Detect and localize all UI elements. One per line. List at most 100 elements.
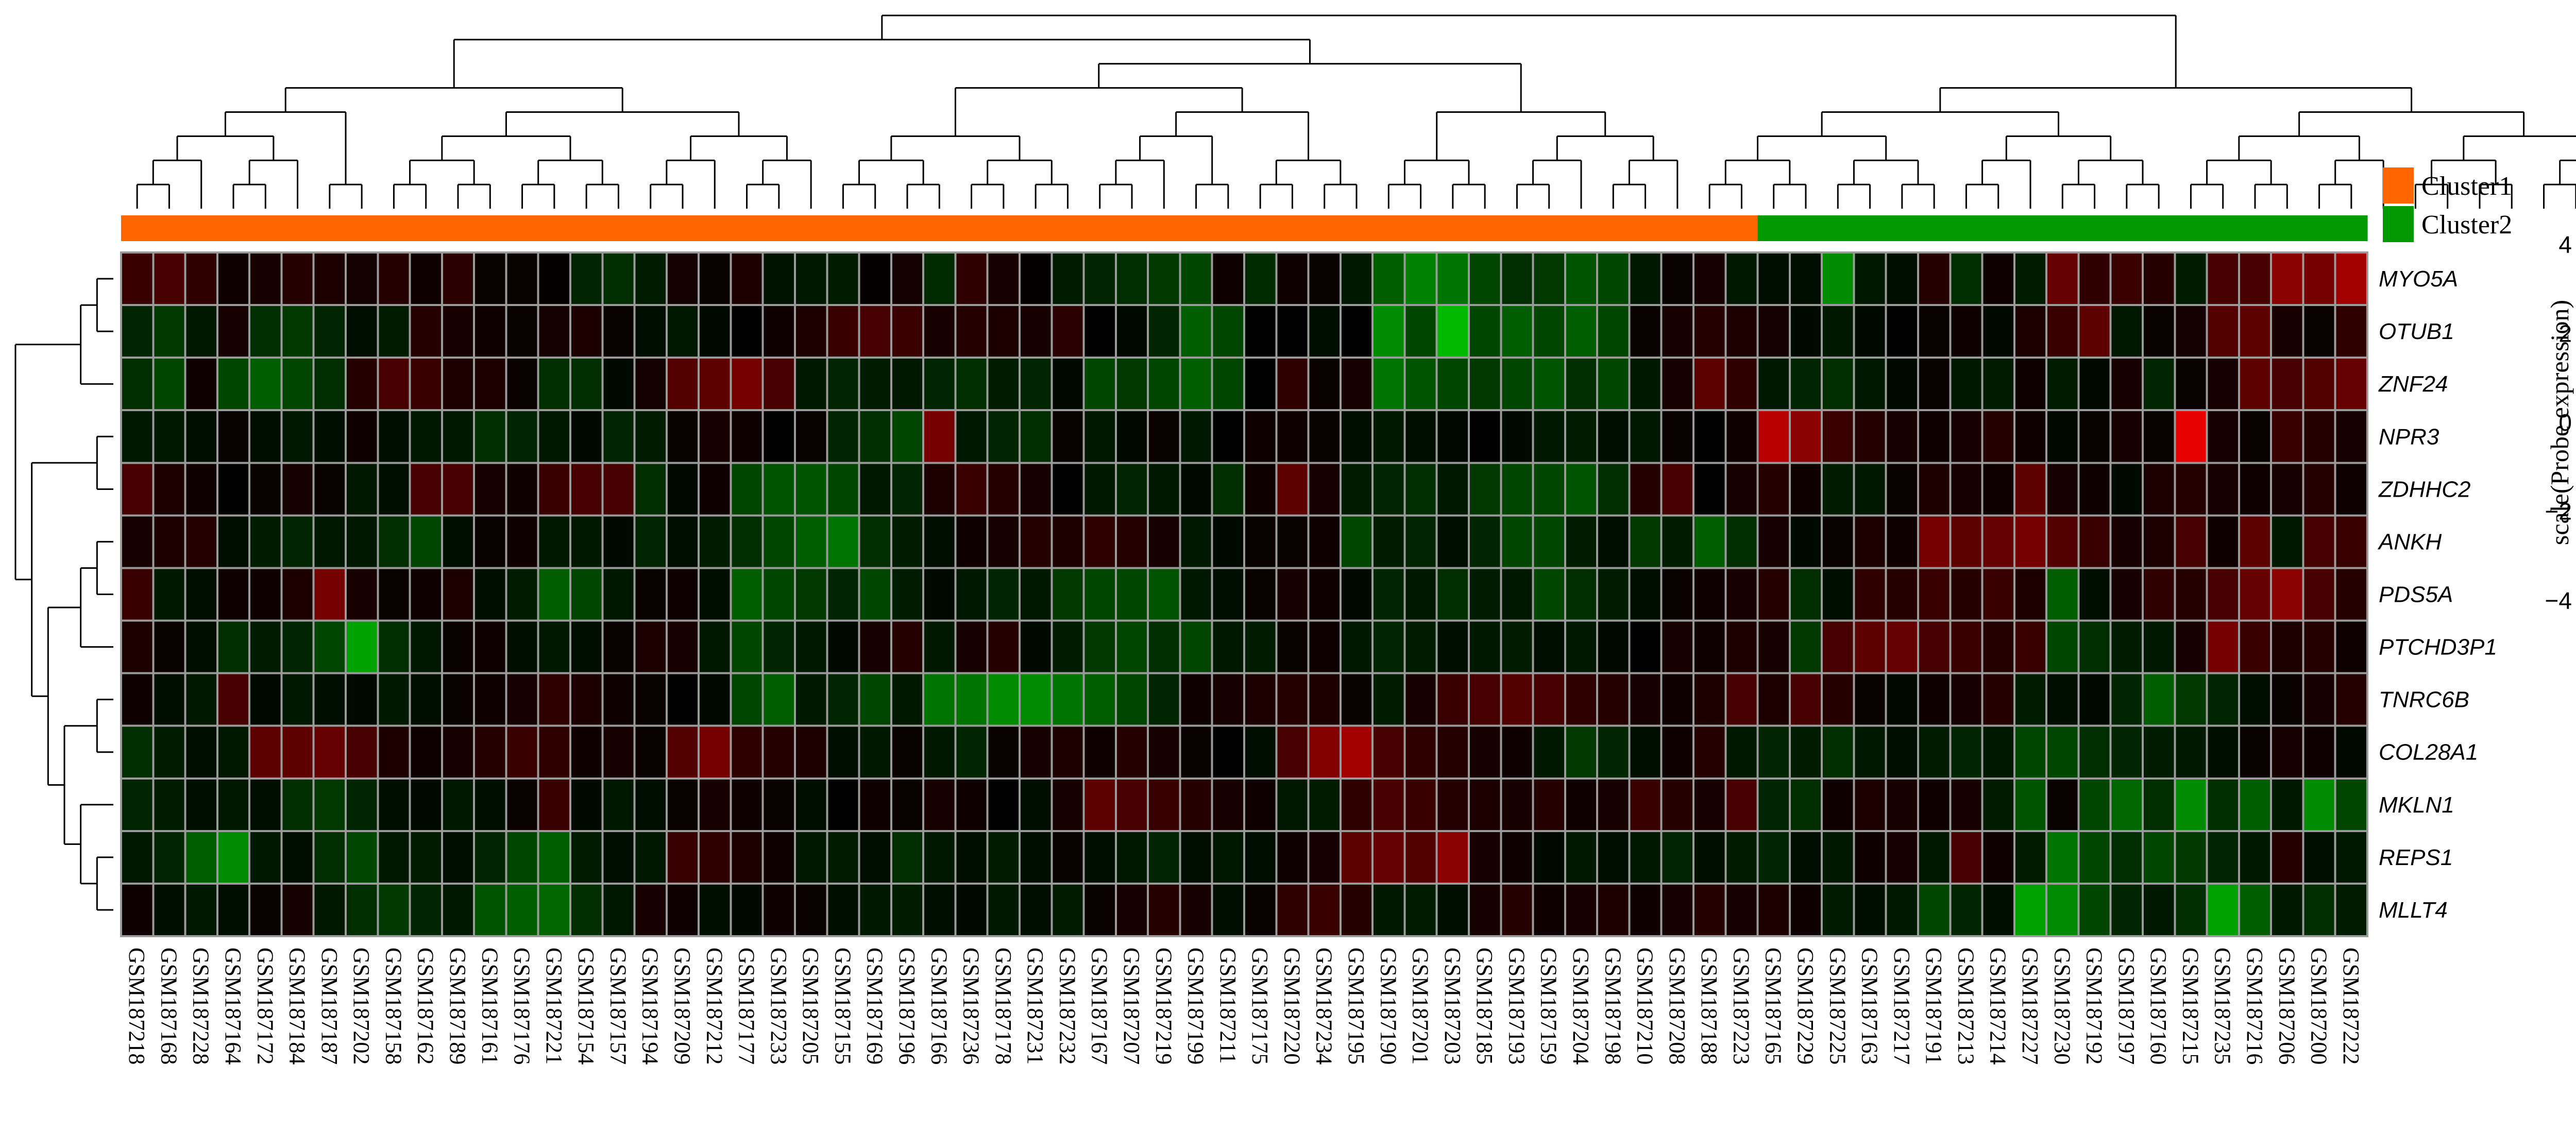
row-dendrogram — [14, 278, 113, 911]
heatmap-cell — [890, 882, 925, 938]
heatmap-cell — [890, 304, 925, 359]
sample-label: GSM187196 — [894, 948, 920, 1064]
heatmap-cell — [2302, 462, 2336, 517]
cluster-bar-segment — [666, 215, 699, 241]
heatmap-cell — [2142, 409, 2176, 464]
heatmap-cell — [152, 462, 187, 517]
heatmap-cell — [730, 462, 764, 517]
heatmap-cell — [1788, 251, 1823, 307]
heatmap-cell — [1275, 672, 1310, 727]
heatmap-cell — [1660, 724, 1694, 780]
heatmap-cell — [954, 619, 989, 674]
heatmap-cell — [1788, 409, 1823, 464]
heatmap-cell — [1596, 304, 1631, 359]
heatmap-cell — [986, 830, 1021, 885]
heatmap-cell — [890, 567, 925, 622]
cluster-bar-segment — [1436, 215, 1469, 241]
heatmap-cell — [1724, 777, 1759, 832]
heatmap-cell — [1050, 619, 1085, 674]
heatmap-cell — [1179, 777, 1213, 832]
heatmap-cell — [248, 882, 283, 938]
heatmap-cell — [2174, 251, 2208, 307]
heatmap-cell — [1532, 777, 1566, 832]
heatmap-cell — [1275, 304, 1310, 359]
cluster-legend: Cluster1 Cluster2 — [2383, 167, 2512, 242]
heatmap-cell — [1981, 567, 2015, 622]
cluster-bar-segment — [1886, 215, 1919, 241]
heatmap-cell — [1435, 357, 1470, 412]
heatmap-cell — [1756, 409, 1791, 464]
heatmap-cell — [698, 304, 732, 359]
heatmap-cell — [2238, 409, 2273, 464]
heatmap-cell — [184, 251, 218, 307]
heatmap-cell — [377, 251, 411, 307]
heatmap-cell — [1885, 409, 1919, 464]
heatmap-cell — [1435, 409, 1470, 464]
heatmap-cell — [216, 304, 251, 359]
heatmap-cell — [633, 672, 668, 727]
heatmap-cell — [2045, 357, 2080, 412]
heatmap-cell — [2077, 567, 2112, 622]
heatmap-cell — [312, 251, 347, 307]
heatmap-cell — [1692, 619, 1727, 674]
cluster-bar-segment — [1469, 215, 1501, 241]
cluster-bar-segment — [570, 215, 603, 241]
heatmap-cell — [1756, 304, 1791, 359]
heatmap-cell — [1179, 619, 1213, 674]
gene-label: MYO5A — [2379, 266, 2458, 292]
legend-label-cluster2: Cluster2 — [2421, 210, 2512, 240]
heatmap-cell — [1564, 514, 1599, 569]
cluster-bar-segment — [1629, 215, 1662, 241]
heatmap-cell — [922, 304, 957, 359]
heatmap-cell — [2302, 672, 2336, 727]
heatmap-cell — [890, 514, 925, 569]
heatmap-cell — [1917, 567, 1952, 622]
heatmap-cell — [601, 724, 636, 780]
sample-label: GSM187231 — [1023, 948, 1048, 1064]
gene-label: OTUB1 — [2379, 319, 2454, 344]
heatmap-cell — [1050, 409, 1085, 464]
sample-label: GSM187217 — [1889, 948, 1914, 1064]
heatmap-cell — [730, 251, 764, 307]
heatmap-cell — [2206, 304, 2240, 359]
heatmap-cell — [1082, 462, 1117, 517]
heatmap-cell — [761, 251, 796, 307]
heatmap-cell — [1147, 357, 1181, 412]
sample-label: GSM187194 — [638, 948, 663, 1064]
heatmap-cell — [954, 251, 989, 307]
heatmap-cell — [986, 251, 1021, 307]
heatmap-cell — [826, 830, 860, 885]
heatmap-cell — [1885, 567, 1919, 622]
heatmap-cell — [2174, 882, 2208, 938]
heatmap-cell — [120, 462, 155, 517]
heatmap-cell — [1949, 830, 1984, 885]
heatmap-cell — [1243, 304, 1278, 359]
heatmap-cell — [633, 724, 668, 780]
sample-label: GSM187154 — [573, 948, 599, 1064]
cluster-bar-segment — [2078, 215, 2111, 241]
heatmap-cell — [1564, 409, 1599, 464]
heatmap-cell — [1468, 567, 1502, 622]
heatmap-cell — [1660, 777, 1694, 832]
heatmap-cell — [665, 409, 700, 464]
heatmap-cell — [890, 777, 925, 832]
sample-label: GSM187229 — [1793, 948, 1818, 1064]
sample-label: GSM187175 — [1247, 948, 1273, 1064]
heatmap-cell — [826, 357, 860, 412]
heatmap-cell — [1147, 724, 1181, 780]
heatmap-cell — [248, 830, 283, 885]
heatmap-cell — [2270, 251, 2304, 307]
heatmap-cell — [280, 251, 315, 307]
heatmap-cell — [858, 777, 892, 832]
cluster-bar-segment — [1854, 215, 1887, 241]
heatmap-cell — [440, 777, 476, 832]
heatmap-cell — [216, 251, 251, 307]
heatmap-cell — [922, 567, 957, 622]
heatmap-cell — [1692, 304, 1727, 359]
heatmap-cell — [2334, 830, 2368, 885]
heatmap-cell — [2077, 882, 2112, 938]
heatmap-cell — [2238, 882, 2273, 938]
heatmap-cell — [1692, 514, 1727, 569]
heatmap-cell — [1500, 830, 1534, 885]
heatmap-cell — [698, 830, 732, 885]
